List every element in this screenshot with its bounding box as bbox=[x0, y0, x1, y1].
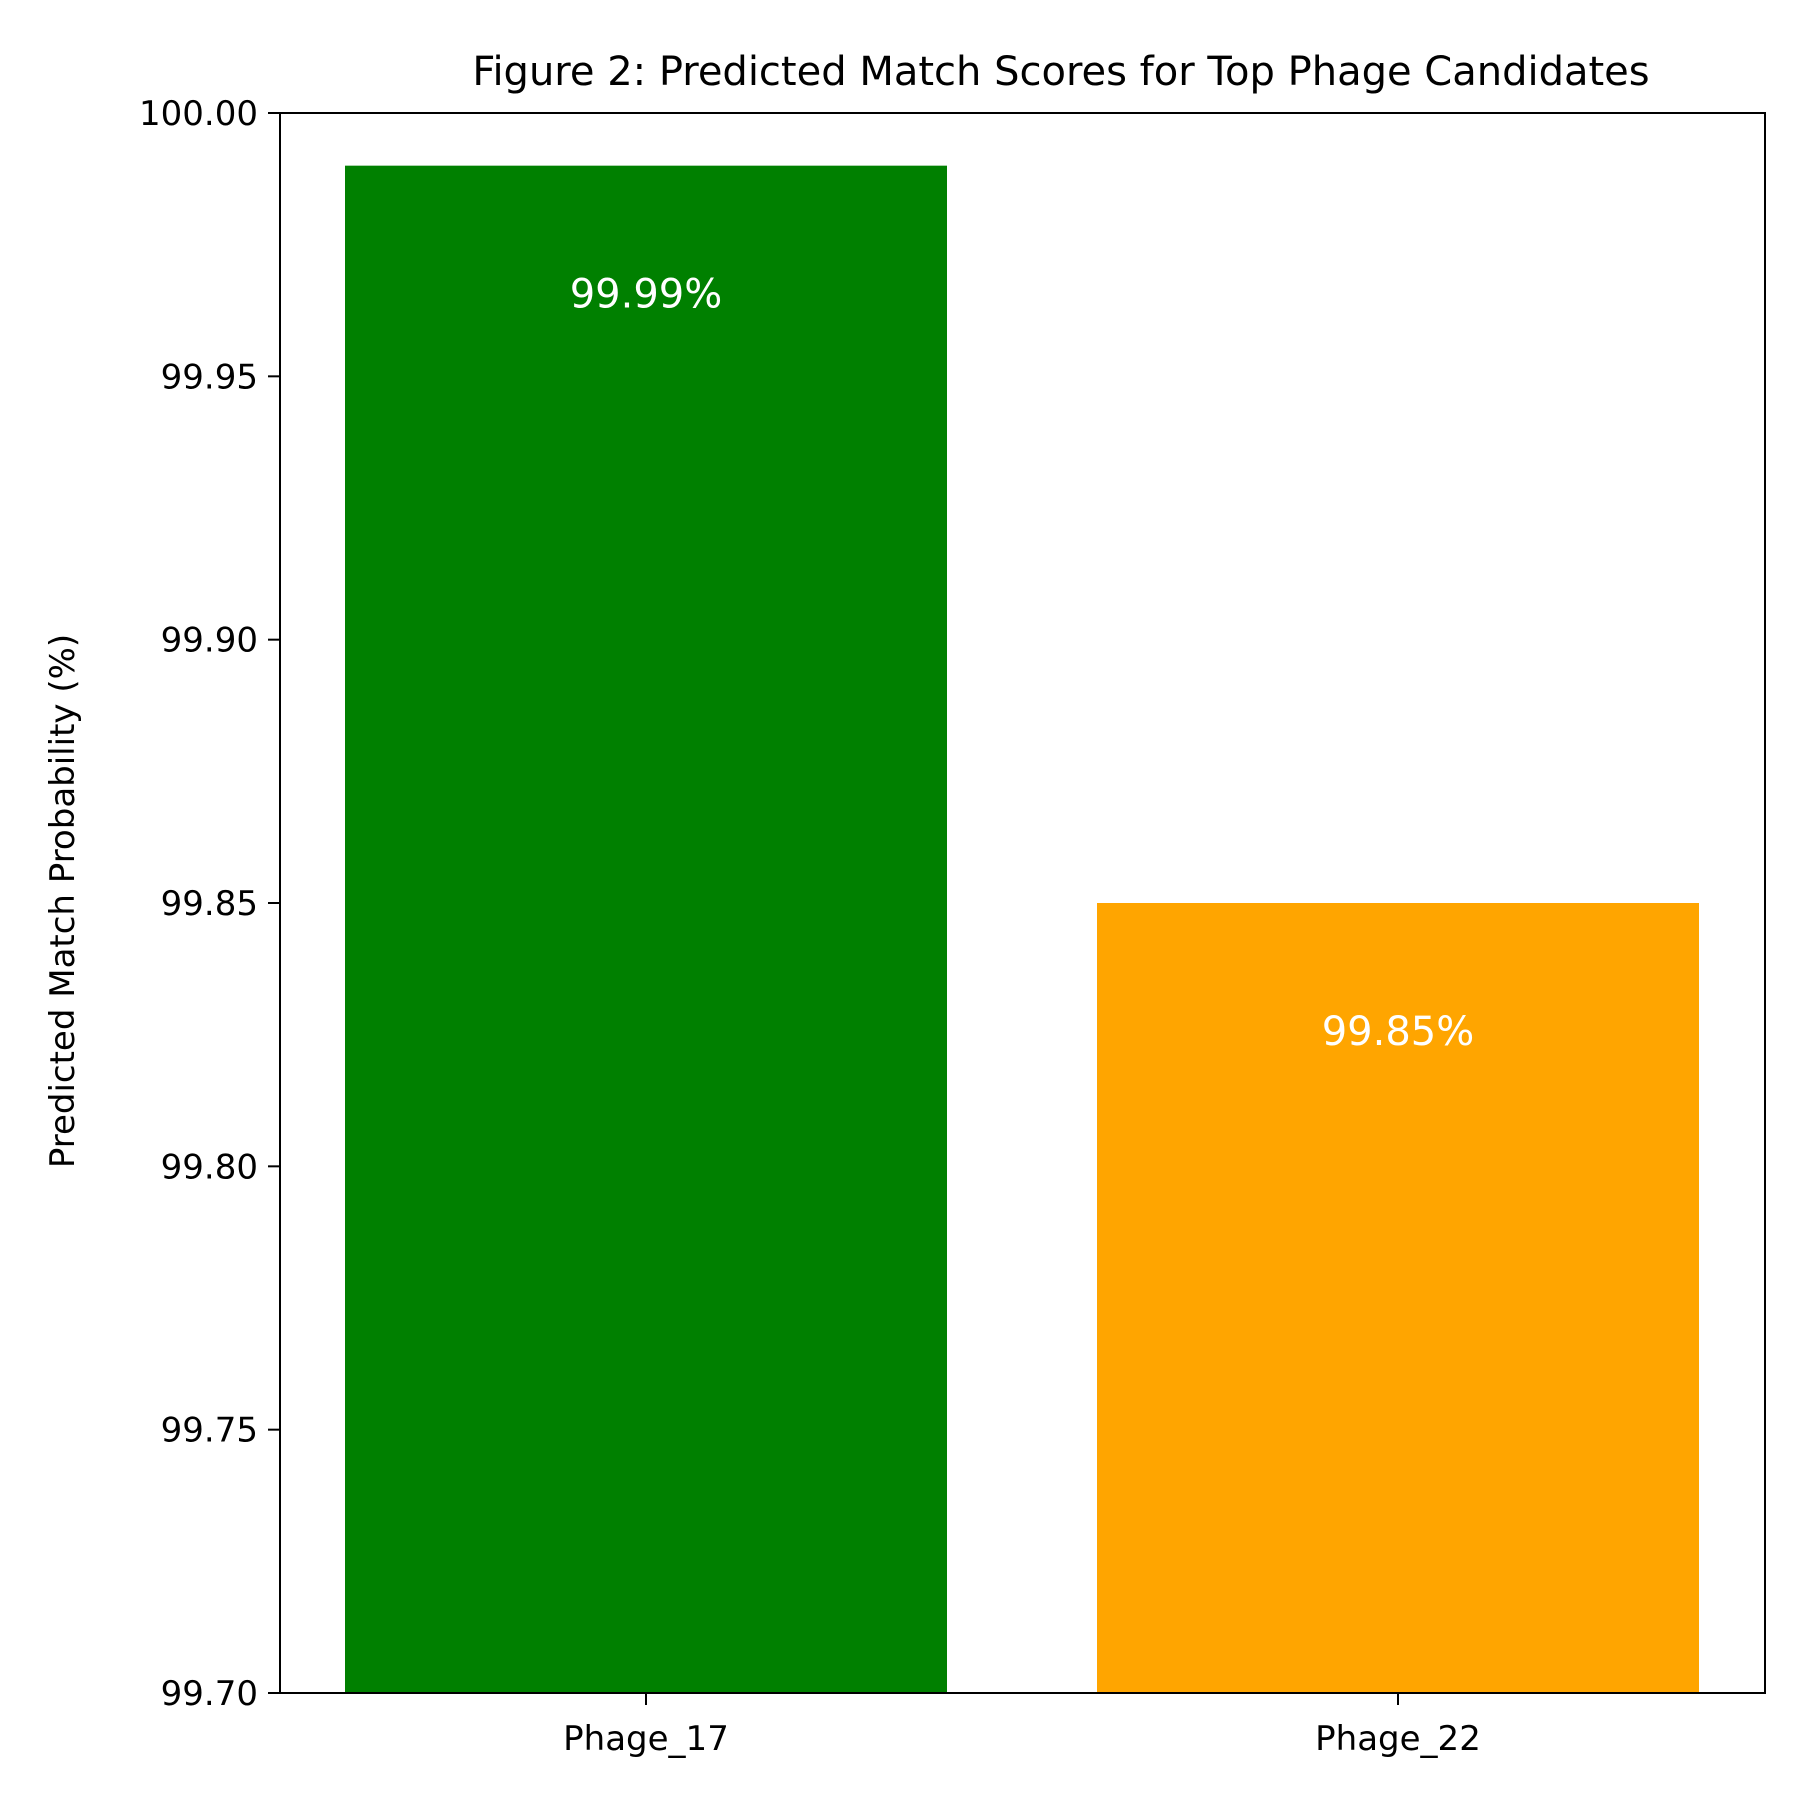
y-tick-label: 99.85 bbox=[161, 884, 258, 924]
x-axis-ticks: Phage_17 Phage_22 bbox=[563, 1693, 1481, 1759]
bars-layer bbox=[345, 165, 1699, 1694]
y-tick-label: 99.90 bbox=[161, 621, 258, 661]
data-label-phage-17: 99.99% bbox=[570, 272, 723, 318]
x-tick-label: Phage_22 bbox=[1315, 1719, 1481, 1759]
y-axis-label: Predicted Match Probability (%) bbox=[43, 634, 83, 1168]
y-tick-label: 99.80 bbox=[161, 1147, 258, 1187]
y-tick-label: 100.00 bbox=[139, 94, 258, 134]
chart-title: Figure 2: Predicted Match Scores for Top… bbox=[472, 49, 1649, 95]
bar-phage-17 bbox=[345, 165, 947, 1694]
y-tick-label: 99.75 bbox=[161, 1411, 258, 1451]
data-label-phage-22: 99.85% bbox=[1322, 1009, 1475, 1055]
x-tick-label: Phage_17 bbox=[563, 1719, 729, 1759]
y-tick-label: 99.95 bbox=[161, 357, 258, 397]
data-labels-layer: 99.99% 99.85% bbox=[570, 272, 1475, 1055]
plot-area-frame bbox=[279, 112, 1766, 1694]
bar-phage-22 bbox=[1097, 903, 1699, 1693]
y-axis-ticks: 99.70 99.75 99.80 99.85 99.90 99.95 100.00 bbox=[139, 94, 280, 1714]
y-tick-label: 99.70 bbox=[161, 1674, 258, 1714]
